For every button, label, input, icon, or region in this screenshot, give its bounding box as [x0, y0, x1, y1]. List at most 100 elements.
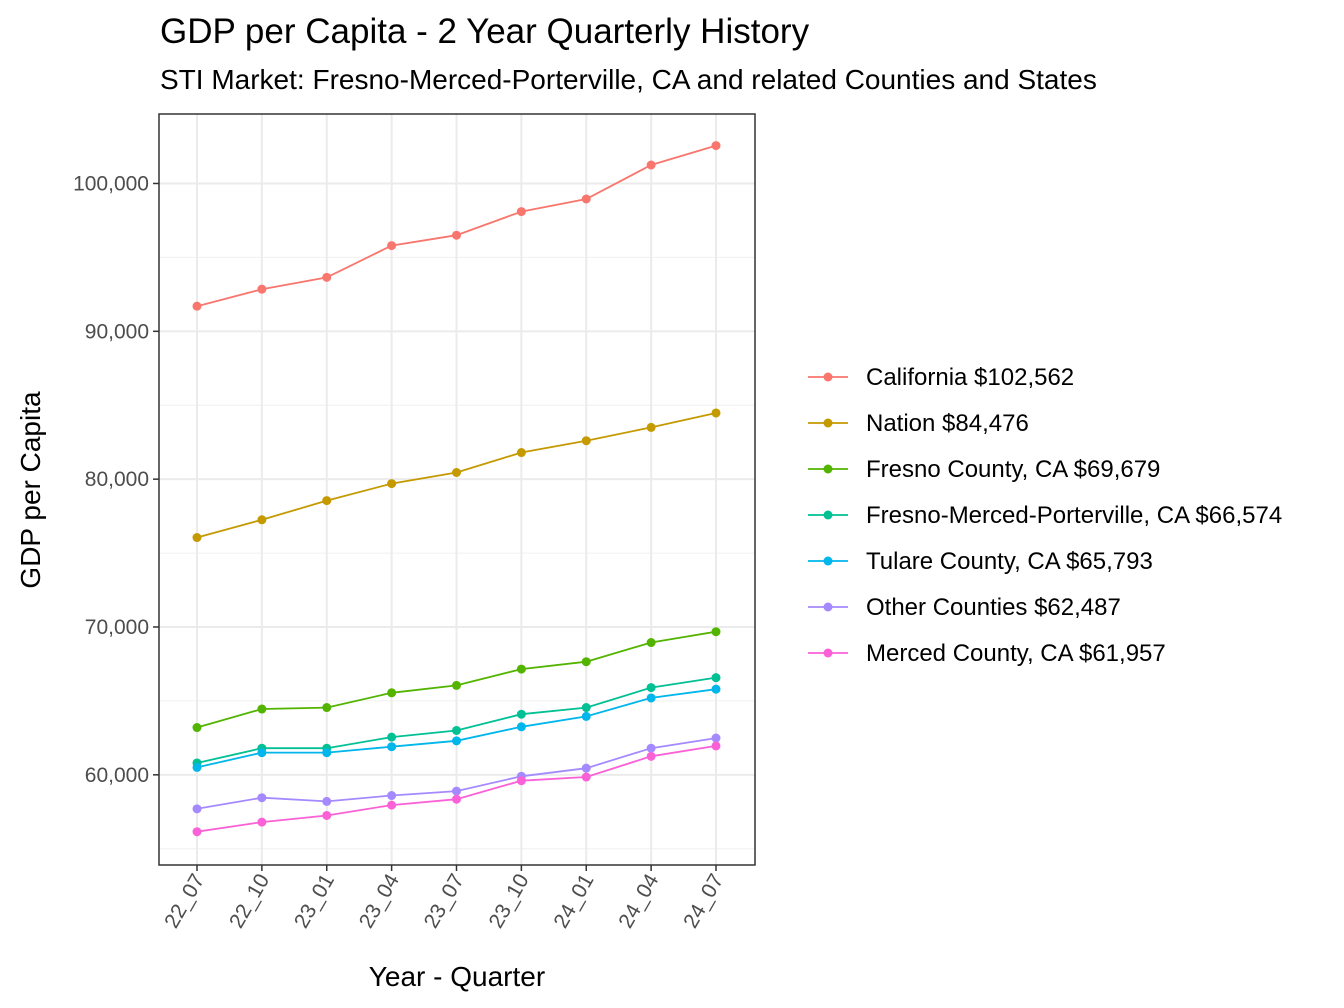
data-point [452, 794, 461, 804]
x-tick-label: 22_07 [160, 870, 209, 932]
data-point [711, 627, 721, 637]
legend-key-point [823, 556, 833, 566]
data-point [646, 160, 656, 170]
data-point [711, 741, 721, 751]
data-point [257, 793, 267, 803]
data-point [192, 827, 202, 837]
y-tick-label: 60,000 [85, 764, 149, 787]
data-point [257, 515, 267, 525]
y-tick-label: 80,000 [85, 468, 149, 491]
series-layer [192, 141, 721, 837]
legend-key-point [823, 510, 833, 520]
x-tick-label: 23_04 [355, 870, 404, 932]
x-tick-label: 24_04 [614, 870, 663, 932]
data-point [192, 762, 202, 772]
data-point [581, 711, 591, 721]
data-point [581, 763, 591, 773]
data-point [581, 703, 591, 713]
x-tick-label: 22_10 [225, 870, 274, 932]
legend-label: Tulare County, CA $65,793 [866, 548, 1153, 575]
data-point [387, 791, 397, 801]
data-point [387, 241, 397, 251]
data-point [646, 743, 656, 753]
data-point [452, 680, 461, 690]
data-point [516, 207, 526, 217]
data-point [581, 436, 591, 446]
x-tick-label: 23_01 [290, 870, 339, 932]
legend: California $102,562 Nation $84,476 Fresno … [808, 364, 1282, 667]
legend-label: Fresno County, CA $69,679 [866, 456, 1160, 483]
legend-key-point [823, 602, 833, 612]
data-point [646, 683, 656, 693]
data-point [646, 693, 656, 703]
data-point [646, 422, 656, 432]
data-point [322, 796, 332, 806]
legend-key-point [823, 418, 833, 428]
legend-item: Nation $84,476 [808, 410, 1029, 437]
data-point [387, 688, 397, 698]
y-axis-title: GDP per Capita [15, 391, 46, 589]
data-point [257, 704, 267, 714]
x-axis-title: Year - Quarter [369, 961, 545, 992]
data-point [711, 684, 721, 694]
legend-label: California $102,562 [866, 364, 1074, 391]
legend-label: Merced County, CA $61,957 [866, 640, 1166, 667]
data-point [387, 732, 397, 742]
data-point [711, 673, 721, 683]
data-point [516, 709, 526, 719]
x-tick-label: 24_01 [549, 870, 598, 932]
x-tick-label: 23_10 [485, 870, 534, 932]
data-point [452, 786, 461, 796]
data-point [581, 657, 591, 667]
grid-major [159, 114, 755, 865]
data-point [192, 723, 202, 733]
data-point [581, 772, 591, 782]
y-axis: 60,000 70,000 80,000 90,000 100,000 [73, 172, 159, 787]
data-point [452, 230, 461, 240]
data-point [711, 408, 721, 418]
data-point [711, 733, 721, 743]
legend-item: Fresno County, CA $69,679 [808, 456, 1160, 483]
data-point [322, 703, 332, 713]
data-point [516, 722, 526, 732]
legend-item: Tulare County, CA $65,793 [808, 548, 1153, 575]
y-tick-label: 90,000 [85, 320, 149, 343]
data-point [452, 725, 461, 735]
chart-subtitle: STI Market: Fresno-Merced-Porterville, C… [160, 64, 1097, 95]
x-tick-label: 24_07 [679, 870, 728, 932]
legend-label: Nation $84,476 [866, 410, 1029, 437]
data-point [646, 751, 656, 761]
chart-title: GDP per Capita - 2 Year Quarterly Histor… [160, 12, 810, 51]
data-point [322, 748, 332, 758]
data-point [452, 467, 461, 477]
data-point [257, 817, 267, 827]
y-tick-label: 70,000 [85, 616, 149, 639]
legend-key-point [823, 648, 833, 658]
x-axis: 22_07 22_10 23_01 23_04 23_07 23_10 24_01 24_04… [160, 865, 728, 932]
x-tick-label: 23_07 [420, 870, 469, 932]
data-point [581, 194, 591, 204]
legend-item: Other Counties $62,487 [808, 594, 1121, 621]
data-point [516, 448, 526, 458]
data-point [257, 284, 267, 294]
data-point [711, 141, 721, 151]
data-point [387, 742, 397, 752]
data-point [322, 810, 332, 820]
legend-key-point [823, 464, 833, 474]
data-point [257, 748, 267, 758]
data-point [452, 736, 461, 746]
y-tick-label: 100,000 [73, 172, 149, 195]
data-point [192, 301, 202, 311]
legend-label: Fresno-Merced-Porterville, CA $66,574 [866, 502, 1282, 529]
legend-label: Other Counties $62,487 [866, 594, 1121, 621]
data-point [192, 533, 202, 543]
legend-key-point [823, 372, 833, 382]
data-point [387, 479, 397, 489]
data-point [387, 800, 397, 810]
data-point [322, 272, 332, 282]
legend-item: California $102,562 [808, 364, 1074, 391]
data-point [516, 664, 526, 674]
legend-item: Merced County, CA $61,957 [808, 640, 1166, 667]
data-point [322, 496, 332, 506]
